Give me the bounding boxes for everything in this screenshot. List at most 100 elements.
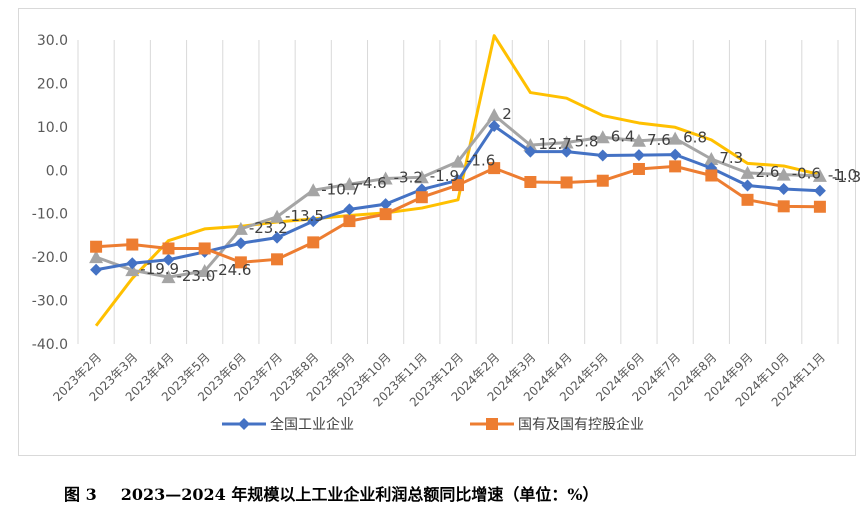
data-point [270,209,285,223]
data-point [631,133,646,147]
data-point [307,236,320,249]
data-point [126,238,139,251]
data-point [669,160,682,173]
data-point [632,149,645,162]
data-point [812,168,827,182]
data-point [488,162,501,175]
data-point [740,165,755,179]
data-point [741,193,754,206]
data-point [343,215,356,228]
data-point [776,167,791,181]
data-labels: -19.9-23.0-24.6 -23.2-13.5 -10.7-4.6 -3.2 -1… [140,105,861,285]
data-label: -4.6 [357,174,386,192]
data-point [669,148,682,161]
data-label: -24.6 [213,261,252,279]
data-point [90,263,103,276]
data-point [90,240,103,253]
data-point [596,149,609,162]
data-label: 7.6 [647,131,671,149]
y-tick-label: -40.0 [32,337,68,353]
legend-label: 全国工业企业 [270,416,354,433]
y-tick-label: -20.0 [32,250,68,266]
data-point [125,263,140,277]
y-tick-label: 30.0 [37,33,68,49]
data-label: -0.6 [792,165,821,183]
data-label: -23.2 [249,219,288,237]
data-label: -19.9 [140,260,179,278]
series-3 [89,108,827,284]
data-point [307,215,320,228]
data-point [705,169,718,182]
line-chart: 30.0 20.0 10.0 0.0 -10.0 -20.0 -30.0 -40.02023年… [32,33,861,433]
data-point [524,176,537,189]
data-label: 5.8 [575,132,599,150]
data-point [596,174,609,187]
data-label: -23.0 [176,267,215,285]
data-point [560,176,573,189]
legend: 全国工业企业 国有及国有控股企业 [222,416,644,433]
data-point [162,242,175,255]
series-2 [90,160,826,269]
data-point [777,182,790,195]
data-label: -1.0 [828,166,857,184]
figure-title: 2023—2024 年规模以上工业企业利润总额同比增速（单位：%） [120,485,599,504]
series-4 [94,34,821,327]
data-point [704,151,719,165]
data-label: -1.9 [430,167,459,185]
data-point [451,154,465,168]
data-point [162,253,175,266]
y-tick-label: 0.0 [46,163,68,179]
y-tick-label: 20.0 [37,76,68,92]
data-point [813,184,826,197]
data-label: -1.6 [466,152,495,170]
data-point [161,270,176,284]
legend-label: 国有及国有控股企业 [518,416,644,433]
data-point [234,256,247,269]
data-label: -13.5 [285,207,324,225]
y-tick-label: -30.0 [32,294,68,310]
data-point [198,242,211,255]
data-point [632,162,645,175]
data-label: 6.4 [611,127,635,145]
data-label: 2.6 [756,163,780,181]
data-point [560,145,573,158]
x-axis: 2023年2月2023年3月2023年4月2023年5月2023年6月2023年… [50,350,828,409]
data-label: -10.7 [321,180,360,198]
data-point [379,208,392,221]
data-label: 12.7 [538,135,571,153]
data-point [488,119,501,132]
series-line [94,34,821,327]
data-point [126,257,139,270]
data-point [452,179,464,192]
data-point [271,253,284,266]
data-point [238,418,250,430]
legend-item: 国有及国有控股企业 [470,416,644,433]
y-tick-label: 10.0 [37,120,68,136]
data-point [234,237,247,250]
data-point [777,200,790,213]
figure-caption: 图 3 2023—2024 年规模以上工业企业利润总额同比增速（单位：%） [64,481,599,505]
data-point [524,145,537,158]
y-axis: 30.0 20.0 10.0 0.0 -10.0 -20.0 -30.0 -40.0 [32,33,68,353]
data-point [271,231,284,244]
data-point [342,177,357,191]
data-point [378,171,393,185]
y-tick-label: -10.0 [32,207,68,223]
data-point [595,130,610,144]
data-point [343,203,356,216]
data-point [89,250,104,264]
data-label: -1.3 [832,168,861,186]
data-point [813,200,826,213]
data-point [197,264,212,278]
data-point [487,108,502,122]
data-point [486,418,498,430]
gridlines [77,40,839,344]
data-label: 6.8 [683,129,707,147]
data-point [379,198,392,211]
data-point [741,179,754,192]
data-point [414,170,429,184]
figure-number: 图 3 [64,485,97,504]
data-label: 7.3 [719,149,743,167]
legend-item: 全国工业企业 [222,416,354,433]
